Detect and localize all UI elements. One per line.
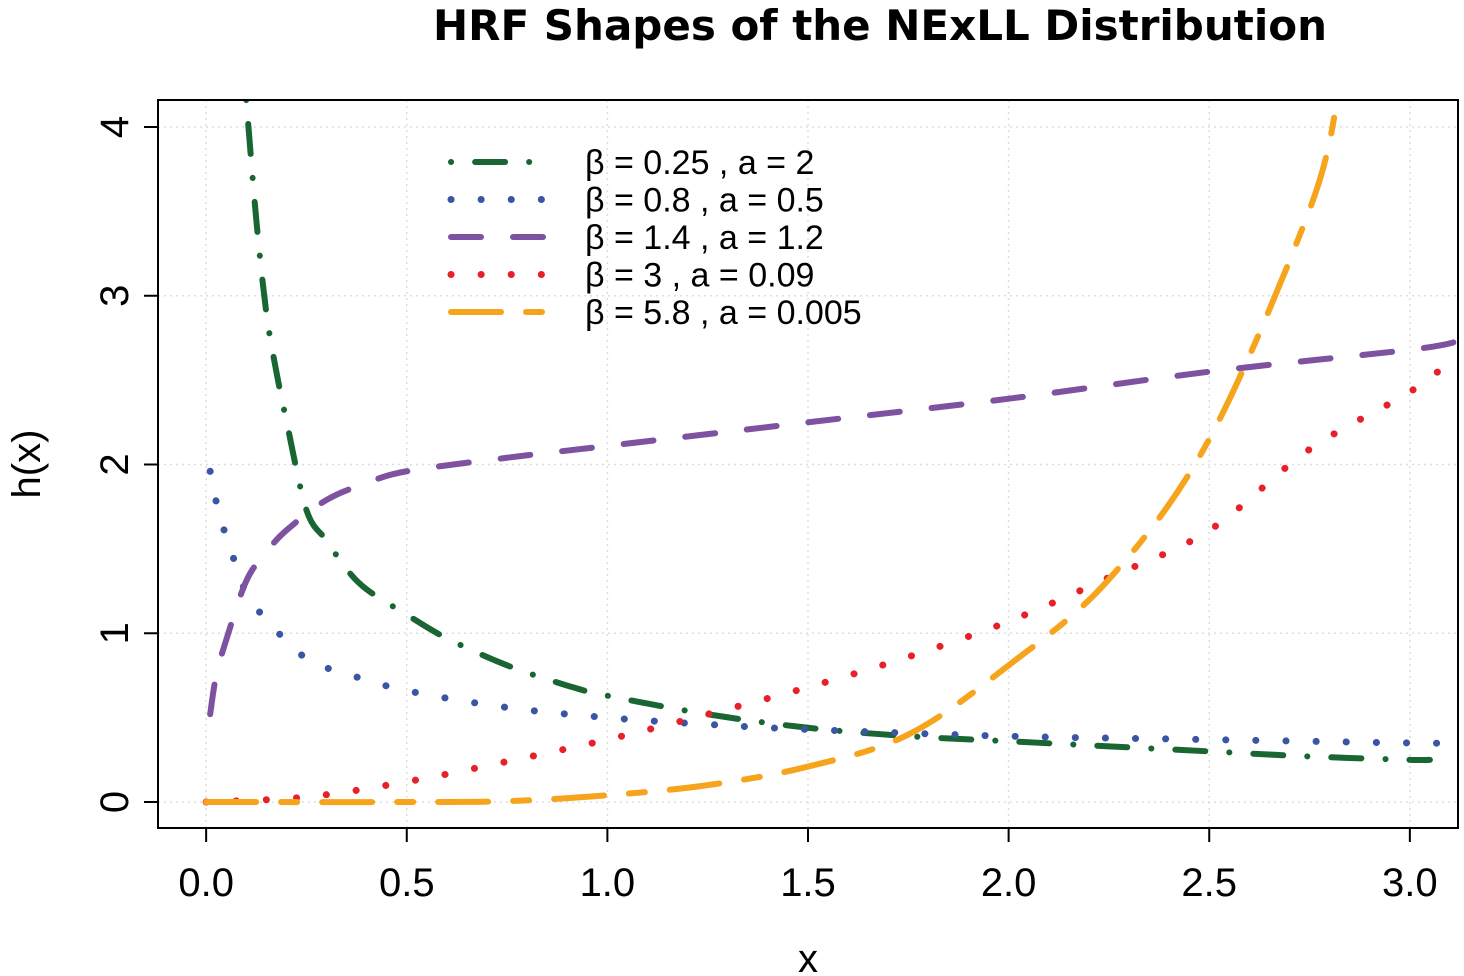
series-line (243, 100, 1433, 764)
x-axis-label: x (798, 937, 818, 976)
y-tick-label: 4 (93, 116, 137, 138)
y-tick-label: 2 (93, 453, 137, 475)
x-tick-label: 2.5 (1181, 861, 1237, 905)
y-tick-label: 3 (93, 285, 137, 307)
y-tick-label: 0 (93, 791, 137, 813)
legend-label: β = 1.4 , a = 1.2 (585, 219, 824, 257)
series-line (207, 338, 1458, 718)
legend-label: β = 0.25 , a = 2 (585, 144, 814, 182)
x-tick-label: 2.0 (981, 861, 1037, 905)
x-tick-label: 0.0 (178, 861, 234, 905)
series-line (203, 100, 1341, 806)
legend-label: β = 0.8 , a = 0.5 (585, 182, 824, 220)
y-tick-label: 1 (93, 622, 137, 644)
y-axis-label: h(x) (5, 430, 49, 499)
series-line (202, 351, 1458, 806)
x-tick-label: 3.0 (1382, 861, 1438, 905)
x-tick-label: 1.5 (780, 861, 836, 905)
x-tick-label: 1.0 (580, 861, 636, 905)
series-lines (202, 100, 1458, 806)
legend-label: β = 3 , a = 0.09 (585, 257, 814, 295)
x-axis: 0.0 0.5 1.0 1.5 2.0 2.5 3.0 (178, 827, 1438, 905)
legend: β = 0.25 , a = 2β = 0.8 , a = 0.5β = 1.4… (447, 144, 862, 332)
legend-label: β = 5.8 , a = 0.005 (585, 294, 862, 332)
grid (158, 100, 1458, 828)
x-tick-label: 0.5 (379, 861, 435, 905)
chart-title: HRF Shapes of the NExLL Distribution (433, 1, 1327, 50)
series-line (206, 467, 1458, 747)
y-axis: 0 1 2 3 4 (93, 116, 158, 813)
